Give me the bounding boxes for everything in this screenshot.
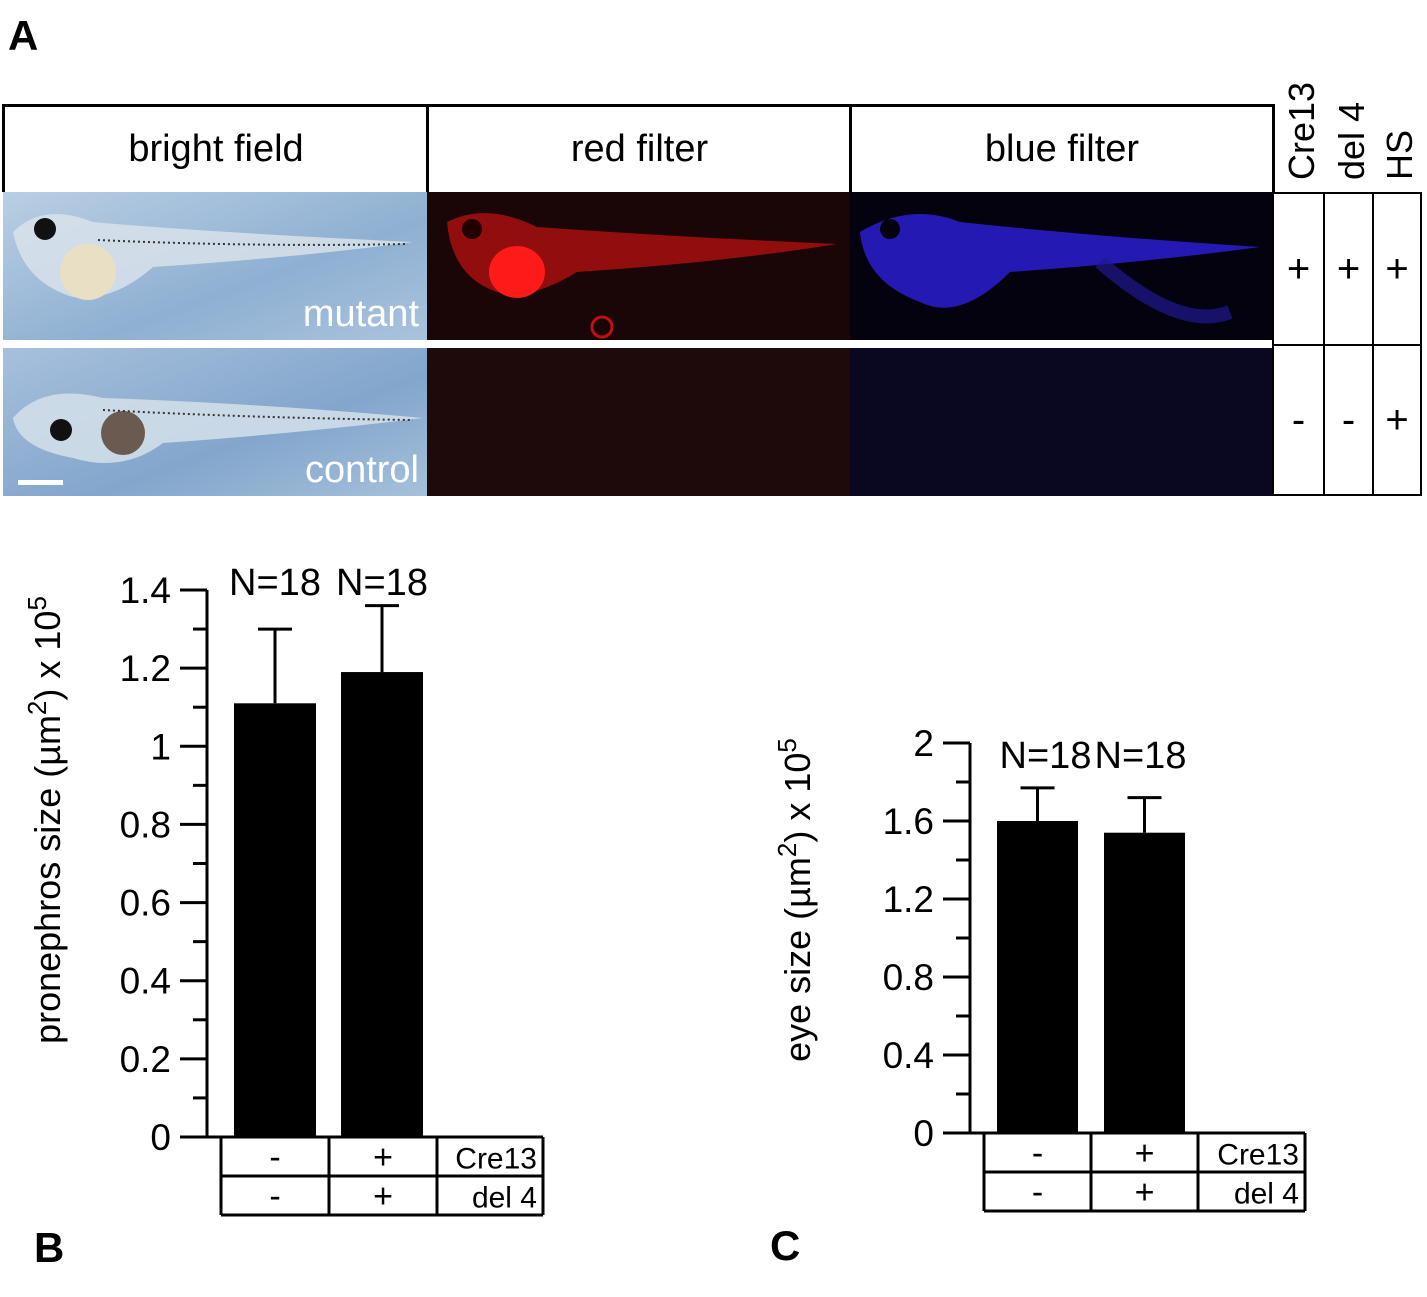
row-label-mutant: mutant: [302, 293, 419, 335]
column-header-red-filter: red filter: [426, 104, 850, 192]
column-header-bright-field: bright field: [2, 104, 427, 192]
cond-control-del4: -: [1323, 344, 1374, 496]
y-tick-label: 0.8: [120, 804, 171, 845]
table-cell: +: [1135, 1174, 1155, 1212]
scale-bar: [18, 480, 63, 485]
y-tick-label: 2: [913, 723, 934, 764]
y-tick-label: 0.4: [883, 1035, 934, 1076]
column-header-blue-filter: blue filter: [849, 104, 1275, 192]
y-tick-label: 0.8: [883, 957, 934, 998]
bar: [341, 672, 423, 1137]
cond-mutant-del4: +: [1323, 192, 1374, 346]
cond-control-cre13: -: [1272, 344, 1325, 496]
y-tick-label: 0.6: [120, 883, 171, 924]
table-row-label: Cre13: [1217, 1139, 1299, 1172]
table-cell: +: [1135, 1135, 1155, 1173]
y-tick-label: 1.4: [120, 570, 171, 611]
condition-header-hs: HS: [1379, 129, 1420, 180]
n-label: N=18: [1095, 735, 1187, 777]
panel-label-c: C: [770, 1222, 801, 1269]
chart-eye-size: 0 0.4 0.8 1.2 1.6 2 eye size (µm2) x 105 N=18 N=…: [772, 723, 1307, 1213]
y-tick-label: 0: [150, 1117, 171, 1158]
n-label: N=18: [229, 562, 321, 604]
image-mutant-bright-field: mutant: [3, 192, 427, 340]
y-axis-label: pronephros size (µm2) x 105: [22, 596, 68, 1044]
table-row-label: Cre13: [455, 1143, 537, 1176]
table-row-label: del 4: [472, 1182, 537, 1215]
panel-label-b: B: [34, 1224, 65, 1271]
cond-control-hs: +: [1372, 344, 1422, 496]
table-cell: -: [269, 1139, 280, 1177]
condition-header-cre13: Cre13: [1281, 81, 1322, 180]
y-axis-label: eye size (µm2) x 105: [772, 738, 818, 1062]
image-control-bright-field: control: [3, 348, 427, 496]
y-tick-label: 0.4: [120, 961, 171, 1002]
table-cell: -: [1032, 1135, 1043, 1173]
y-tick-label: 1: [150, 726, 171, 767]
cond-mutant-cre13: +: [1272, 192, 1325, 346]
chart-pronephros-size: 0 0.2 0.4 0.6 0.8 1 1.2 1.4 pronephros size (µm2…: [22, 562, 545, 1217]
image-mutant-blue-filter: [850, 192, 1272, 340]
bar: [1104, 832, 1185, 1133]
y-tick-label: 1.2: [120, 648, 171, 689]
image-control-blue-filter: [850, 348, 1272, 496]
table-row-label: del 4: [1234, 1178, 1299, 1211]
y-tick-label: 1.2: [883, 879, 934, 920]
y-tick-label: 1.6: [883, 801, 934, 842]
row-label-control: control: [304, 449, 419, 491]
bar: [234, 703, 316, 1137]
table-cell: -: [1032, 1174, 1043, 1212]
panel-label-a: A: [8, 12, 39, 59]
cond-mutant-hs: +: [1372, 192, 1422, 346]
table-cell: +: [373, 1178, 393, 1216]
table-cell: -: [269, 1178, 280, 1216]
table-cell: +: [373, 1139, 393, 1177]
n-label: N=18: [1000, 735, 1092, 777]
y-tick-label: 0.2: [120, 1039, 171, 1080]
image-control-red-filter: [427, 348, 850, 496]
image-mutant-red-filter: [427, 192, 850, 340]
condition-header-del4: del 4: [1331, 101, 1372, 180]
bar: [997, 821, 1078, 1133]
y-tick-label: 0: [913, 1113, 934, 1154]
n-label: N=18: [336, 562, 428, 604]
